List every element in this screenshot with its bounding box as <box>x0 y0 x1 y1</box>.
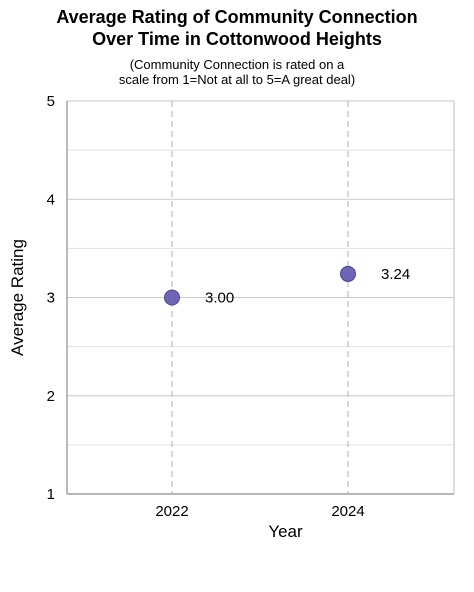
mark-layer: 3.00 3.24 <box>164 265 410 307</box>
y-tick-label: 4 <box>47 191 55 208</box>
x-axis-title: Year <box>268 522 303 541</box>
chart-title: Average Rating of Community Connection O… <box>56 7 418 49</box>
x-tick-label: 2022 <box>155 503 188 520</box>
y-tick-label: 3 <box>47 290 55 307</box>
tick-layer: 1 2 3 4 5 2022 2024 <box>47 93 365 520</box>
x-tick-label: 2024 <box>331 503 364 520</box>
chart-subtitle: (Community Connection is rated on a scal… <box>118 57 356 87</box>
data-label-2024: 3.24 <box>381 266 410 283</box>
data-label-2022: 3.00 <box>205 290 234 307</box>
grid-layer <box>67 100 454 495</box>
y-axis-title: Average Rating <box>8 239 27 356</box>
data-point-2024 <box>340 265 356 282</box>
y-tick-label: 5 <box>47 93 55 110</box>
data-point-2022 <box>164 289 180 306</box>
axis-layer <box>66 101 455 495</box>
y-tick-label: 2 <box>47 388 55 405</box>
y-tick-label: 1 <box>47 486 55 503</box>
